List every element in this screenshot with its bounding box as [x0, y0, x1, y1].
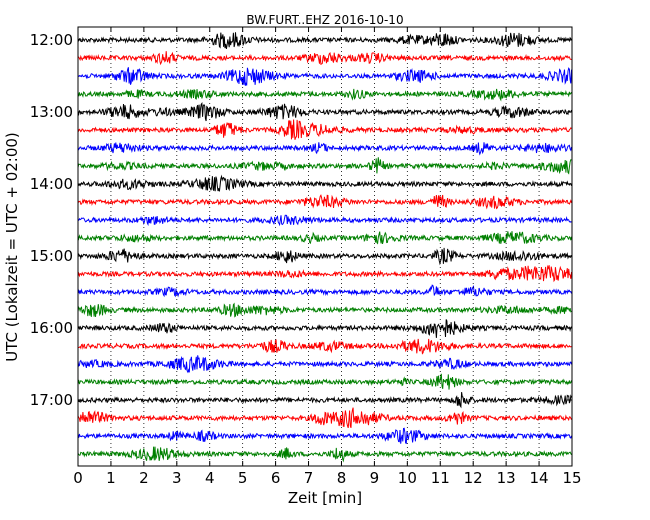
x-axis-ticks: 0 1 2 3 4 5 6 7 8 9 10 11 12 13 14 15: [73, 27, 582, 487]
x-tick-label: 8: [337, 469, 347, 487]
y-tick-label: 12:00: [30, 31, 73, 49]
x-tick-label: 0: [73, 469, 83, 487]
y-tick-label: 15:00: [30, 247, 73, 265]
seismic-trace: [77, 319, 572, 338]
seismic-trace: [77, 157, 572, 175]
chart-title: BW.FURT..EHZ 2016-10-10: [246, 13, 403, 27]
seismic-trace: [77, 355, 572, 374]
seismic-trace: [77, 67, 572, 86]
x-tick-label: 9: [370, 469, 380, 487]
x-tick-label: 14: [530, 469, 549, 487]
seismic-trace: [77, 407, 572, 429]
seismic-trace: [77, 119, 572, 140]
x-tick-label: 4: [205, 469, 215, 487]
y-tick-label: 13:00: [30, 103, 73, 121]
seismic-trace: [77, 247, 572, 266]
seismic-trace: [77, 264, 572, 283]
x-tick-label: 11: [431, 469, 450, 487]
y-axis-ticks: 12:00 13:00 14:00 15:00 16:00 17:00: [30, 31, 572, 409]
seismic-trace: [77, 142, 572, 156]
x-tick-label: 13: [497, 469, 516, 487]
seismic-trace: [77, 102, 572, 122]
x-tick-label: 1: [106, 469, 116, 487]
y-tick-label: 14:00: [30, 175, 73, 193]
x-tick-label: 6: [271, 469, 281, 487]
seismic-trace: [77, 302, 572, 318]
seismic-trace: [77, 338, 572, 355]
x-axis-label: Zeit [min]: [288, 489, 362, 507]
y-tick-label: 16:00: [30, 319, 73, 337]
seismic-trace: [77, 231, 572, 245]
seismic-trace: [77, 392, 572, 409]
x-tick-label: 7: [304, 469, 314, 487]
seismic-trace: [77, 174, 572, 192]
seismic-trace: [77, 51, 572, 66]
seismic-trace: [77, 194, 572, 210]
x-tick-label: 15: [562, 469, 581, 487]
seismic-trace: [77, 373, 572, 390]
x-tick-label: 10: [398, 469, 417, 487]
seismic-traces: [77, 32, 572, 463]
x-tick-label: 12: [464, 469, 483, 487]
seismic-trace: [78, 214, 572, 227]
seismic-trace: [77, 32, 572, 49]
x-tick-label: 5: [238, 469, 248, 487]
x-tick-label: 3: [172, 469, 182, 487]
seismic-trace: [77, 284, 572, 298]
y-axis-label: UTC (Lokalzeit = UTC + 02:00): [3, 132, 21, 362]
plot-frame: [77, 26, 573, 467]
y-tick-label: 17:00: [30, 391, 73, 409]
seismic-trace: [77, 446, 572, 463]
seismic-trace: [77, 88, 572, 102]
seismic-trace: [77, 427, 572, 445]
x-tick-label: 2: [139, 469, 149, 487]
